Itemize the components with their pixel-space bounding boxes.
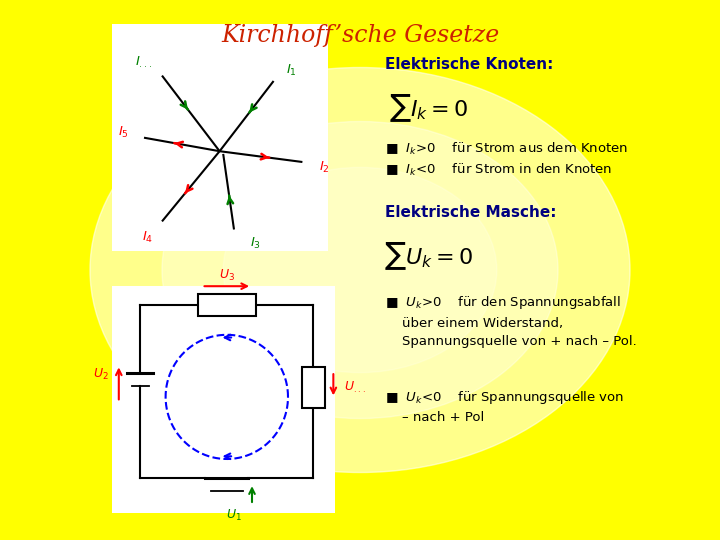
Text: ■  $U_k$>0    für den Spannungsabfall
    über einem Widerstand,
    Spannungsqu: ■ $U_k$>0 für den Spannungsabfall über e… [385,294,637,348]
Text: $I_1$: $I_1$ [286,63,297,78]
Text: $I_4$: $I_4$ [142,230,153,245]
Text: Kirchhoff’sche Gesetze: Kirchhoff’sche Gesetze [221,24,499,46]
Text: $I_3$: $I_3$ [250,235,261,251]
Ellipse shape [223,167,497,373]
Text: ■  $U_k$<0    für Spannungsquelle von
    – nach + Pol: ■ $U_k$<0 für Spannungsquelle von – nach… [385,389,624,424]
Text: $I_2$: $I_2$ [318,160,330,175]
Text: $U_{...}$: $U_{...}$ [344,380,366,395]
FancyBboxPatch shape [112,286,335,513]
Text: $U_1$: $U_1$ [226,508,242,523]
Ellipse shape [90,68,630,472]
Text: ■  $I_k$<0    für Strom in den Knoten: ■ $I_k$<0 für Strom in den Knoten [385,162,613,178]
Text: Elektrische Knoten:: Elektrische Knoten: [385,57,554,72]
FancyBboxPatch shape [112,24,328,251]
FancyBboxPatch shape [198,294,256,316]
Text: $U_2$: $U_2$ [93,367,109,381]
Text: $\sum I_k = 0$: $\sum I_k = 0$ [389,92,468,124]
Text: ■  $I_k$>0    für Strom aus dem Knoten: ■ $I_k$>0 für Strom aus dem Knoten [385,140,629,157]
Text: Elektrische Masche:: Elektrische Masche: [385,205,557,220]
Ellipse shape [162,122,558,418]
Text: $\sum U_k = 0$: $\sum U_k = 0$ [384,241,473,272]
Text: $I_{...}$: $I_{...}$ [135,55,153,70]
Text: $U_3$: $U_3$ [219,268,235,283]
FancyBboxPatch shape [302,367,325,408]
Text: $I_5$: $I_5$ [118,125,130,140]
